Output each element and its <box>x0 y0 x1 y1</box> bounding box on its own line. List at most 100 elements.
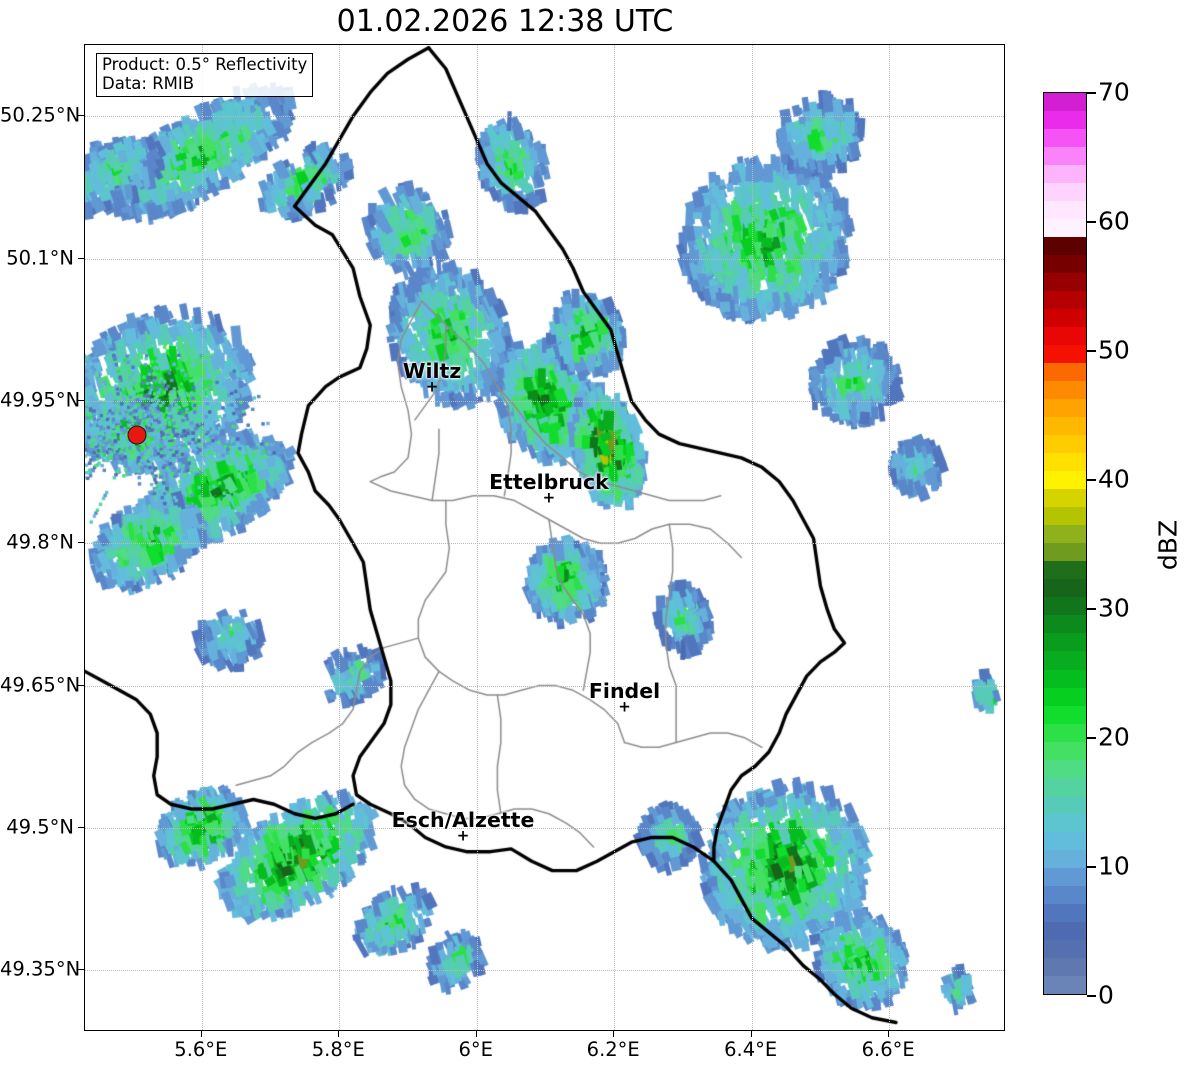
colorbar-band-11 <box>1044 291 1086 310</box>
gridline-lat <box>85 400 1004 402</box>
axis-tick-lat <box>78 257 84 259</box>
page-title: 01.02.2026 12:38 UTC <box>336 4 674 39</box>
colorbar-band-26 <box>1044 561 1086 580</box>
axis-tick-lon <box>200 1031 202 1037</box>
axis-label-lat: 49.95°N <box>0 388 81 412</box>
radar-site-marker[interactable] <box>127 425 147 445</box>
colorbar-tick <box>1087 92 1096 94</box>
axis-tick-lon <box>475 1031 477 1037</box>
city-marker: + <box>542 488 556 507</box>
colorbar-band-47 <box>1044 939 1086 958</box>
colorbar-band-0 <box>1044 93 1086 112</box>
colorbar-band-5 <box>1044 183 1086 202</box>
colorbar-band-9 <box>1044 255 1086 274</box>
colorbar-tick-label: 20 <box>1098 722 1130 752</box>
axis-label-lat: 50.1°N <box>6 246 74 270</box>
gridline-lon <box>751 45 753 1030</box>
axis-label-lon: 6°E <box>458 1038 494 1061</box>
colorbar-band-4 <box>1044 165 1086 184</box>
colorbar-band-32 <box>1044 669 1086 688</box>
colorbar-band-14 <box>1044 345 1086 364</box>
colorbar-band-20 <box>1044 453 1086 472</box>
colorbar-tick-label: 60 <box>1098 206 1130 236</box>
colorbar-band-29 <box>1044 615 1086 634</box>
axis-label-lat: 49.8°N <box>6 530 74 554</box>
colorbar-band-12 <box>1044 309 1086 328</box>
colorbar-unit-label: dBZ <box>1153 519 1183 571</box>
axis-label-lat: 49.5°N <box>6 815 74 839</box>
axis-tick-lon <box>888 1031 890 1037</box>
colorbar-band-23 <box>1044 507 1086 526</box>
gridline-lat <box>85 543 1004 545</box>
colorbar-band-1 <box>1044 111 1086 130</box>
gridline-lat <box>85 258 1004 260</box>
colorbar-band-49 <box>1044 975 1086 994</box>
axis-tick-lat <box>78 969 84 971</box>
colorbar-tick <box>1087 995 1096 997</box>
colorbar-tick <box>1087 608 1096 610</box>
colorbar-band-25 <box>1044 543 1086 562</box>
axis-tick-lon <box>750 1031 752 1037</box>
axis-tick-lat <box>78 542 84 544</box>
gridline-lon <box>614 45 616 1030</box>
colorbar-band-3 <box>1044 147 1086 166</box>
axis-label-lat: 49.35°N <box>0 957 81 981</box>
axis-label-lon: 5.6°E <box>174 1038 228 1061</box>
colorbar-tick-label: 30 <box>1098 593 1130 623</box>
colorbar-band-45 <box>1044 903 1086 922</box>
map-borders-layer <box>85 45 1004 1030</box>
axis-tick-lon <box>613 1031 615 1037</box>
colorbar-band-42 <box>1044 849 1086 868</box>
colorbar-band-21 <box>1044 471 1086 490</box>
product-line: Product: 0.5° Reflectivity <box>102 55 308 74</box>
colorbar-band-19 <box>1044 435 1086 454</box>
product-info-box: Product: 0.5° Reflectivity Data: RMIB <box>96 53 314 98</box>
gridline-lat <box>85 827 1004 829</box>
gridline-lon <box>476 45 478 1030</box>
gridline-lat <box>85 116 1004 118</box>
axis-label-lon: 6.6°E <box>861 1038 915 1061</box>
colorbar-band-33 <box>1044 687 1086 706</box>
axis-label-lon: 5.8°E <box>311 1038 365 1061</box>
axis-tick-lat <box>78 399 84 401</box>
axis-label-lat: 50.25°N <box>0 103 81 127</box>
colorbar-band-37 <box>1044 759 1086 778</box>
colorbar-band-16 <box>1044 381 1086 400</box>
colorbar-tick-label: 10 <box>1098 851 1130 881</box>
radar-map-plot[interactable]: Wiltz + Ettelbruck + Findel + Esch/Alzette + Pr… <box>84 44 1005 1031</box>
colorbar-band-17 <box>1044 399 1086 418</box>
colorbar-tick-label: 40 <box>1098 464 1130 494</box>
city-marker: + <box>425 377 439 396</box>
city-marker: + <box>456 826 470 845</box>
gridline-lat <box>85 970 1004 972</box>
colorbar-band-24 <box>1044 525 1086 544</box>
colorbar-tick <box>1087 221 1096 223</box>
axis-label-lon: 6.2°E <box>586 1038 640 1061</box>
colorbar-band-18 <box>1044 417 1086 436</box>
colorbar-band-30 <box>1044 633 1086 652</box>
colorbar-band-15 <box>1044 363 1086 382</box>
colorbar-tick-label: 50 <box>1098 335 1130 365</box>
colorbar-band-44 <box>1044 885 1086 904</box>
axis-label-lon: 6.4°E <box>724 1038 778 1061</box>
axis-label-lat: 49.65°N <box>0 673 81 697</box>
colorbar-tick <box>1087 737 1096 739</box>
axis-tick-lat <box>78 115 84 117</box>
colorbar-tick-label: 70 <box>1098 77 1130 107</box>
colorbar-band-46 <box>1044 921 1086 940</box>
colorbar-band-35 <box>1044 723 1086 742</box>
colorbar-tick-label: 0 <box>1098 980 1114 1010</box>
colorbar-tick <box>1087 866 1096 868</box>
colorbar-band-8 <box>1044 237 1086 256</box>
colorbar-band-34 <box>1044 705 1086 724</box>
colorbar-band-43 <box>1044 867 1086 886</box>
colorbar-band-27 <box>1044 579 1086 598</box>
data-source-line: Data: RMIB <box>102 73 195 93</box>
colorbar <box>1043 92 1087 995</box>
axis-tick-lat <box>78 826 84 828</box>
colorbar-tick <box>1087 479 1096 481</box>
gridline-lat <box>85 685 1004 687</box>
colorbar-band-41 <box>1044 831 1086 850</box>
colorbar-band-6 <box>1044 201 1086 220</box>
axis-tick-lat <box>78 684 84 686</box>
